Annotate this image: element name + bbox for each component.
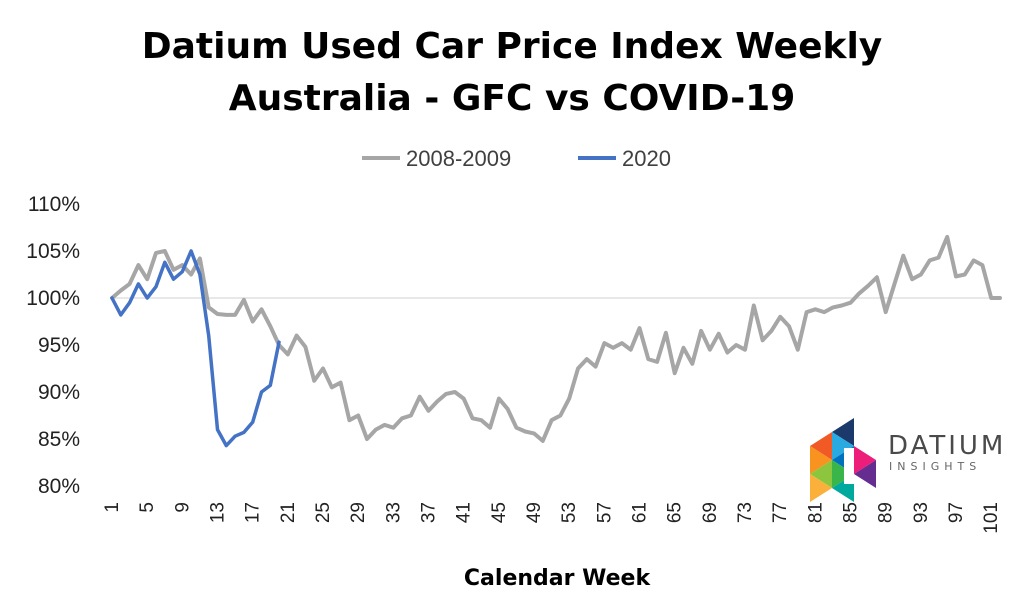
y-tick-label: 95% [38,334,80,357]
legend-label-0: 2008-2009 [406,146,511,171]
chart-title: Datium Used Car Price Index Weekly [142,26,883,67]
y-axis-ticks: 80% 85% 90% 95% 100% 105% 110% [26,193,80,498]
x-axis-ticks: 1 5 9 13 17 21 25 29 33 37 41 45 49 53 57 61 65 69 73 77 81 8… [102,502,1002,534]
x-tick-label: 89 [876,502,897,523]
x-tick-label: 9 [172,502,193,513]
x-tick-label: 13 [208,502,229,523]
x-tick-label: 57 [594,502,615,523]
y-tick-label: 110% [28,193,80,216]
x-tick-label: 33 [383,502,404,523]
x-tick-label: 97 [946,502,967,523]
series-line-covid [110,249,281,448]
x-tick-label: 101 [981,502,1002,534]
legend-label-1: 2020 [622,146,671,171]
x-tick-label: 85 [841,502,862,523]
x-tick-label: 29 [348,502,369,523]
x-tick-label: 37 [419,502,440,523]
y-tick-label: 80% [38,475,80,498]
x-tick-label: 21 [278,502,299,523]
legend: 2008-2009 2020 [362,146,671,171]
y-tick-label: 100% [26,287,80,310]
x-tick-label: 53 [559,502,580,523]
x-tick-label: 17 [243,502,264,523]
x-tick-label: 45 [489,502,510,523]
chart-subtitle: Australia - GFC vs COVID-19 [229,78,796,119]
y-tick-label: 85% [38,428,80,451]
x-tick-label: 25 [313,502,334,523]
x-axis-label: Calendar Week [464,566,652,591]
x-tick-label: 1 [102,502,123,513]
logo-tagline: INSIGHTS [889,460,981,473]
logo-mark-icon [810,418,876,502]
x-tick-label: 93 [911,502,932,523]
x-tick-label: 65 [665,502,686,523]
logo-name: DATIUM [888,431,1006,461]
x-tick-label: 73 [735,502,756,523]
x-tick-label: 41 [454,502,475,523]
x-tick-label: 69 [700,502,721,523]
x-tick-label: 77 [770,502,791,523]
y-tick-label: 105% [26,240,80,263]
datium-logo: DATIUM INSIGHTS [810,418,1006,502]
x-tick-label: 81 [805,502,826,523]
x-tick-label: 61 [630,502,651,523]
series-layer [110,234,1002,448]
y-tick-label: 90% [38,381,80,404]
series-line-gfc [110,234,1002,443]
x-tick-label: 5 [137,502,158,513]
x-tick-label: 49 [524,502,545,523]
